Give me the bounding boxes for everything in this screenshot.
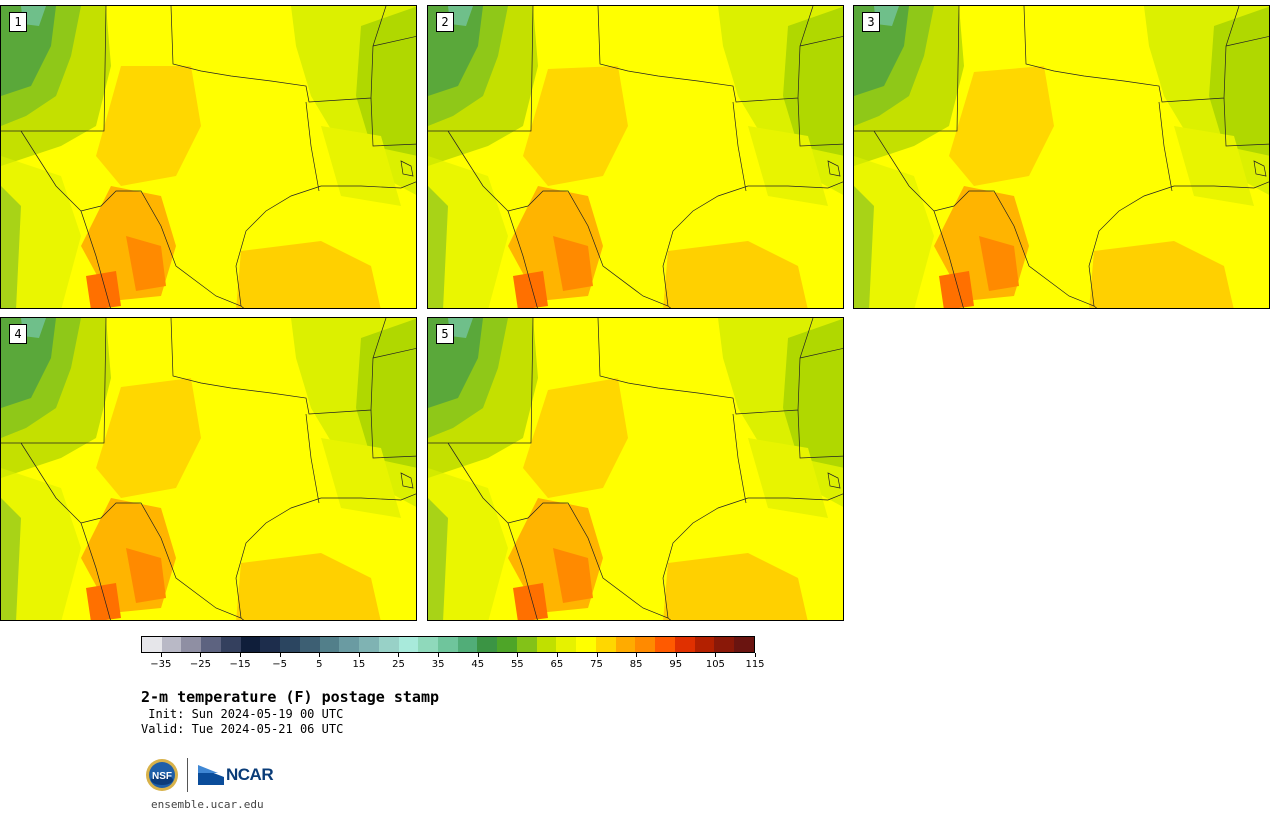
colorbar-swatch	[299, 637, 320, 652]
colorbar-tick-label: 25	[392, 659, 405, 670]
colorbar-swatch	[734, 637, 754, 652]
colorbar-swatch	[477, 637, 498, 652]
colorbar-swatch	[142, 637, 162, 652]
colorbar-swatch	[516, 637, 537, 652]
colorbar-tick	[200, 653, 202, 657]
temperature-map	[1, 318, 416, 620]
plot-title: 2-m temperature (F) postage stamp	[141, 688, 440, 706]
colorbar-tick-label: 115	[745, 659, 765, 670]
colorbar-tick	[636, 653, 638, 657]
colorbar-tick	[358, 653, 360, 657]
colorbar-swatch	[319, 637, 340, 652]
colorbar-tick	[517, 653, 519, 657]
panel-label: 4	[9, 324, 27, 344]
ncar-logo: NCAR	[198, 765, 274, 785]
colorbar-tick	[715, 653, 717, 657]
colorbar-swatch	[220, 637, 241, 652]
colorbar-swatch	[694, 637, 715, 652]
colorbar-tick-label: 15	[352, 659, 366, 670]
colorbar-swatch	[674, 637, 695, 652]
init-time: Init: Sun 2024-05-19 00 UTC	[141, 707, 344, 721]
colorbar-tick-label: −5	[272, 659, 288, 670]
valid-time: Valid: Tue 2024-05-21 06 UTC	[141, 722, 344, 736]
colorbar-swatch	[181, 637, 202, 652]
colorbar-swatch	[595, 637, 616, 652]
colorbar-swatch	[378, 637, 399, 652]
colorbar-tick-label: 45	[471, 659, 485, 670]
colorbar-tick-label: 95	[669, 659, 683, 670]
colorbar-tick-label: 55	[510, 659, 524, 670]
panel-label: 1	[9, 12, 27, 32]
colorbar-swatch	[576, 637, 596, 652]
temperature-map	[854, 6, 1269, 308]
nsf-logo-text: NSF	[152, 771, 172, 782]
colorbar-tick-label: 85	[629, 659, 643, 670]
colorbar-swatch	[655, 637, 675, 652]
site-url: ensemble.ucar.edu	[151, 798, 264, 811]
colorbar-tick	[755, 653, 756, 657]
colorbar-ticks: −35 −25 −15 −5 5 15 25 35 45 55 65 75 85 95 105 115	[141, 653, 765, 675]
colorbar-swatch	[536, 637, 557, 652]
colorbar-tick-label: −15	[229, 659, 251, 670]
colorbar-tick	[319, 653, 321, 657]
colorbar-tick-label: 35	[431, 659, 445, 670]
colorbar-swatch	[457, 637, 478, 652]
colorbar-swatch	[556, 637, 577, 652]
colorbar-tick	[477, 653, 479, 657]
temperature-map	[1, 6, 416, 308]
colorbar-swatch	[201, 637, 221, 652]
colorbar-swatch	[339, 637, 360, 652]
colorbar-swatch	[280, 637, 300, 652]
ncar-logo-text: NCAR	[226, 765, 274, 784]
map-panel-5: 5	[427, 317, 844, 621]
colorbar-swatch	[240, 637, 261, 652]
colorbar-tick	[240, 653, 242, 657]
colorbar-tick-label: 5	[316, 659, 323, 670]
colorbar-swatch	[260, 637, 281, 652]
colorbar-tick	[556, 653, 558, 657]
colorbar-swatch	[438, 637, 458, 652]
colorbar-tick	[279, 653, 281, 657]
temperature-map	[428, 318, 843, 620]
colorbar-swatch	[359, 637, 379, 652]
map-panel-3: 3	[853, 5, 1270, 309]
panel-label: 5	[436, 324, 454, 344]
panel-label: 2	[436, 12, 454, 32]
map-panel-2: 2	[427, 5, 844, 309]
panel-label: 3	[862, 12, 880, 32]
colorbar-tick-label: −25	[189, 659, 211, 670]
colorbar-tick-label: 75	[590, 659, 603, 670]
colorbar	[141, 636, 755, 653]
colorbar-swatch	[161, 637, 182, 652]
colorbar-swatch	[615, 637, 636, 652]
colorbar-swatch	[714, 637, 735, 652]
colorbar-tick-label: 105	[705, 659, 725, 670]
colorbar-tick-label: −35	[150, 659, 172, 670]
colorbar-swatch	[635, 637, 656, 652]
nsf-logo: NSF	[146, 759, 178, 791]
ncar-mark-icon	[198, 765, 224, 785]
colorbar-tick	[398, 653, 400, 657]
logo-divider	[187, 758, 188, 792]
colorbar-swatch	[398, 637, 419, 652]
colorbar-swatch	[497, 637, 517, 652]
logos: NSF NCAR	[145, 757, 274, 793]
colorbar-tick	[160, 653, 162, 657]
map-panel-1: 1	[0, 5, 417, 309]
colorbar-swatch	[418, 637, 439, 652]
colorbar-tick	[675, 653, 677, 657]
colorbar-tick	[438, 653, 440, 657]
colorbar-tick-label: 65	[550, 659, 564, 670]
map-panel-4: 4	[0, 317, 417, 621]
temperature-map	[428, 6, 843, 308]
colorbar-tick	[596, 653, 598, 657]
